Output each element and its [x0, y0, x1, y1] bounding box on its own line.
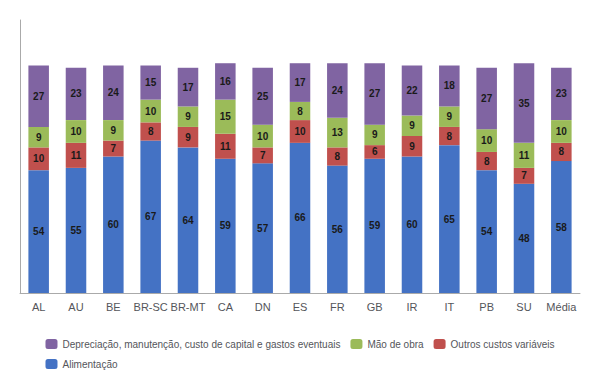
svg-text:24: 24: [332, 85, 344, 96]
svg-text:GB: GB: [367, 301, 383, 313]
svg-text:9: 9: [409, 141, 415, 152]
svg-text:DN: DN: [255, 301, 271, 313]
svg-text:ES: ES: [293, 301, 308, 313]
svg-text:8: 8: [484, 156, 490, 167]
svg-text:10: 10: [70, 126, 82, 137]
svg-text:10: 10: [481, 135, 493, 146]
svg-text:11: 11: [71, 150, 82, 161]
svg-text:11: 11: [220, 141, 231, 152]
svg-text:7: 7: [521, 170, 527, 181]
svg-text:IT: IT: [444, 301, 454, 313]
svg-text:17: 17: [182, 82, 194, 93]
svg-text:IR: IR: [407, 301, 418, 313]
svg-text:27: 27: [481, 93, 493, 104]
svg-text:FR: FR: [330, 301, 345, 313]
svg-text:16: 16: [220, 76, 232, 87]
svg-text:9: 9: [447, 111, 453, 122]
svg-text:22: 22: [406, 85, 418, 96]
svg-text:35: 35: [518, 98, 530, 109]
svg-text:18: 18: [444, 80, 456, 91]
svg-text:27: 27: [33, 91, 45, 102]
svg-text:10: 10: [257, 131, 269, 142]
svg-text:9: 9: [372, 129, 378, 140]
svg-text:57: 57: [257, 223, 269, 234]
svg-text:59: 59: [369, 220, 381, 231]
svg-text:54: 54: [33, 226, 45, 237]
svg-text:66: 66: [294, 212, 306, 223]
svg-text:10: 10: [556, 126, 568, 137]
svg-text:23: 23: [70, 88, 82, 99]
svg-text:15: 15: [145, 77, 157, 88]
svg-text:9: 9: [36, 132, 42, 143]
svg-text:10: 10: [145, 106, 157, 117]
svg-text:59: 59: [220, 220, 232, 231]
svg-text:6: 6: [372, 146, 378, 157]
svg-text:BR-SC: BR-SC: [134, 301, 168, 313]
svg-text:23: 23: [556, 88, 568, 99]
svg-text:8: 8: [447, 131, 453, 142]
svg-text:55: 55: [70, 225, 82, 236]
svg-text:CA: CA: [218, 301, 234, 313]
svg-text:60: 60: [406, 219, 418, 230]
svg-text:9: 9: [185, 132, 191, 143]
svg-text:Mão de obra: Mão de obra: [367, 339, 424, 350]
svg-text:15: 15: [220, 111, 232, 122]
svg-text:8: 8: [559, 146, 565, 157]
svg-text:8: 8: [148, 126, 154, 137]
svg-text:17: 17: [294, 77, 306, 88]
svg-text:58: 58: [556, 222, 568, 233]
svg-text:Média: Média: [546, 301, 577, 313]
svg-text:60: 60: [108, 219, 120, 230]
svg-text:10: 10: [33, 153, 45, 164]
svg-text:8: 8: [335, 151, 341, 162]
svg-text:65: 65: [444, 214, 456, 225]
svg-text:48: 48: [518, 233, 530, 244]
svg-text:54: 54: [481, 226, 493, 237]
svg-text:11: 11: [519, 150, 530, 161]
svg-text:PB: PB: [479, 301, 494, 313]
svg-text:24: 24: [108, 87, 120, 98]
svg-text:7: 7: [111, 143, 117, 154]
svg-text:9: 9: [409, 120, 415, 131]
svg-text:10: 10: [294, 126, 306, 137]
svg-text:9: 9: [111, 125, 117, 136]
svg-text:AL: AL: [32, 301, 45, 313]
svg-text:BR-MT: BR-MT: [171, 301, 206, 313]
svg-text:13: 13: [332, 127, 344, 138]
svg-text:AU: AU: [68, 301, 83, 313]
svg-text:SU: SU: [516, 301, 531, 313]
svg-text:Alimentação: Alimentação: [62, 359, 117, 370]
svg-text:Outros custos variáveis: Outros custos variáveis: [451, 339, 555, 350]
svg-text:56: 56: [332, 224, 344, 235]
svg-text:Depreciação, manutenção, custo: Depreciação, manutenção, custo de capita…: [62, 339, 340, 350]
svg-text:64: 64: [182, 215, 194, 226]
svg-text:9: 9: [185, 111, 191, 122]
svg-text:7: 7: [260, 150, 266, 161]
svg-text:67: 67: [145, 211, 157, 222]
svg-text:BE: BE: [106, 301, 121, 313]
svg-text:8: 8: [297, 106, 303, 117]
svg-text:27: 27: [369, 88, 381, 99]
svg-text:25: 25: [257, 91, 269, 102]
